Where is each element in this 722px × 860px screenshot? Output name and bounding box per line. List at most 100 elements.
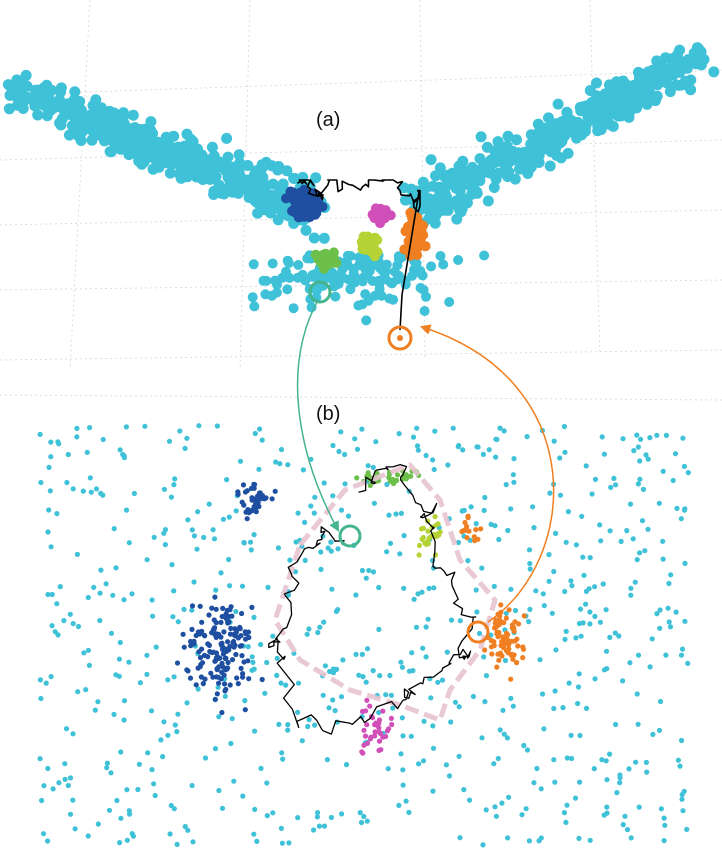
data-point bbox=[457, 835, 463, 841]
cluster-point bbox=[221, 629, 227, 635]
data-point bbox=[678, 652, 685, 658]
data-point bbox=[152, 136, 164, 148]
data-point bbox=[650, 95, 661, 107]
data-point bbox=[491, 761, 497, 767]
data-point bbox=[152, 792, 158, 799]
data-point bbox=[562, 588, 568, 595]
data-point bbox=[245, 644, 251, 650]
data-point bbox=[189, 160, 201, 172]
cluster-point bbox=[200, 681, 206, 687]
panel-a-points bbox=[2, 42, 720, 326]
data-point bbox=[561, 423, 568, 430]
data-point bbox=[649, 636, 655, 642]
cluster-point bbox=[462, 527, 468, 533]
data-point bbox=[505, 527, 511, 534]
cluster-point bbox=[495, 651, 501, 657]
data-point bbox=[456, 203, 468, 215]
data-point bbox=[326, 267, 337, 278]
cluster-point bbox=[482, 647, 488, 653]
data-point bbox=[562, 636, 568, 643]
data-point bbox=[501, 428, 507, 434]
data-point bbox=[308, 232, 320, 244]
data-point bbox=[677, 763, 683, 769]
data-point bbox=[237, 458, 244, 464]
cluster-point bbox=[221, 672, 227, 678]
data-point bbox=[62, 761, 68, 767]
data-point bbox=[325, 545, 331, 551]
data-point bbox=[105, 146, 117, 158]
data-point bbox=[274, 672, 280, 679]
data-point bbox=[657, 698, 664, 705]
data-point bbox=[124, 837, 130, 843]
cluster-point bbox=[242, 629, 248, 635]
data-point bbox=[566, 680, 572, 686]
data-point bbox=[95, 821, 101, 827]
cluster-point bbox=[376, 729, 382, 735]
data-point bbox=[145, 124, 157, 136]
data-point bbox=[497, 425, 503, 431]
cluster-point bbox=[520, 655, 526, 661]
cluster-point bbox=[181, 644, 187, 650]
data-point bbox=[218, 188, 230, 200]
data-point bbox=[547, 490, 553, 496]
cluster-point bbox=[426, 535, 432, 542]
data-point bbox=[249, 654, 255, 660]
data-point bbox=[144, 652, 150, 658]
data-point bbox=[457, 618, 463, 624]
data-point bbox=[501, 731, 507, 737]
data-point bbox=[338, 694, 345, 700]
data-point bbox=[259, 437, 265, 443]
data-point bbox=[240, 793, 246, 799]
data-point bbox=[467, 797, 473, 803]
panel-a-label: (a) bbox=[316, 109, 340, 131]
data-point bbox=[278, 825, 284, 832]
cluster-point bbox=[205, 654, 211, 660]
data-point bbox=[190, 839, 196, 845]
data-point bbox=[64, 479, 70, 486]
data-point bbox=[124, 787, 130, 793]
cluster-point bbox=[246, 510, 252, 516]
data-point bbox=[353, 592, 359, 598]
data-point bbox=[506, 794, 512, 800]
data-point bbox=[62, 108, 74, 120]
data-point bbox=[684, 826, 690, 833]
data-point bbox=[499, 800, 505, 806]
data-point bbox=[460, 447, 466, 453]
data-point bbox=[172, 476, 178, 482]
data-point bbox=[575, 700, 581, 707]
data-point bbox=[560, 705, 566, 711]
ring-marker-icon bbox=[387, 325, 413, 351]
cluster-point bbox=[198, 661, 204, 668]
data-point bbox=[168, 494, 174, 500]
data-point bbox=[285, 727, 291, 733]
data-point bbox=[544, 160, 556, 172]
data-point bbox=[142, 423, 148, 429]
data-point bbox=[476, 163, 488, 174]
cluster-point bbox=[209, 649, 215, 656]
data-point bbox=[430, 788, 436, 794]
cluster-point bbox=[249, 497, 255, 503]
cluster-point bbox=[257, 494, 263, 500]
data-point bbox=[540, 591, 546, 597]
highlight-region bbox=[272, 462, 498, 723]
data-point bbox=[373, 275, 384, 286]
data-point bbox=[92, 707, 98, 713]
data-point bbox=[503, 610, 509, 616]
data-point bbox=[185, 517, 191, 523]
cluster-point bbox=[232, 633, 238, 639]
data-point bbox=[68, 95, 80, 106]
data-point bbox=[15, 89, 27, 101]
data-point bbox=[111, 711, 117, 718]
data-point bbox=[370, 569, 377, 575]
data-point bbox=[329, 281, 340, 292]
data-point bbox=[384, 549, 390, 555]
data-point bbox=[189, 527, 195, 533]
data-point bbox=[256, 466, 262, 472]
data-point bbox=[580, 620, 586, 626]
data-point bbox=[483, 807, 489, 813]
data-point bbox=[665, 605, 671, 611]
data-point bbox=[306, 717, 312, 723]
data-point bbox=[84, 449, 90, 455]
data-point bbox=[390, 705, 396, 711]
data-point bbox=[174, 841, 180, 848]
